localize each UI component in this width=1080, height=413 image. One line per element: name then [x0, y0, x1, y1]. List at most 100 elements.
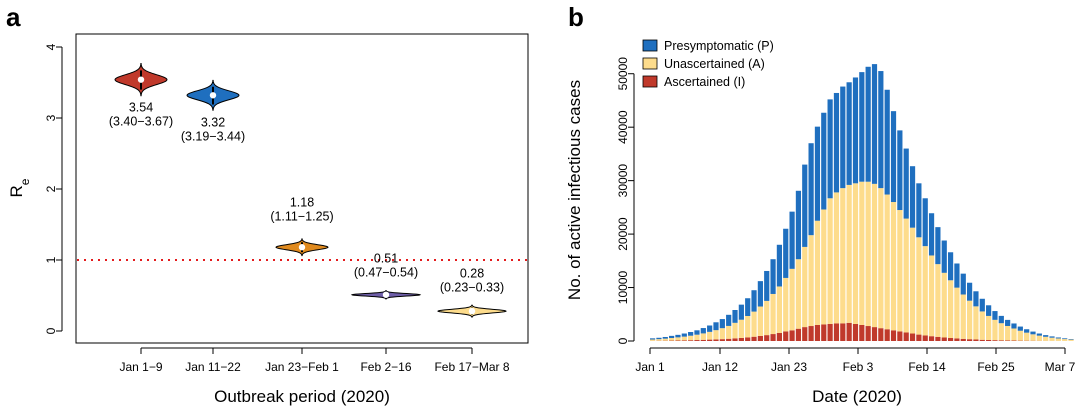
bar-segment: [1043, 336, 1049, 341]
bar-segment: [992, 319, 998, 341]
bar-segment: [871, 64, 878, 184]
bar-segment: [656, 339, 662, 341]
panel-a-y-axis-title: Re: [7, 178, 32, 197]
bar-segment: [960, 338, 966, 341]
bar-segment: [719, 319, 725, 329]
bar-segment: [884, 89, 890, 195]
panel-b-x-axis-title: Date (2020): [812, 387, 902, 406]
bar-segment: [726, 325, 732, 339]
legend: Presymptomatic (P) Unascertained (A) Ascer…: [642, 39, 774, 89]
bar-segment: [922, 335, 928, 341]
bar-segment: [669, 338, 675, 341]
bar-segment: [738, 337, 744, 341]
bar-segment: [1049, 337, 1055, 341]
violin-interval-label: (0.47−0.54): [354, 266, 418, 280]
panel-a-y-axis: 0 1 2 3 4: [44, 43, 63, 334]
bar-segment: [1068, 339, 1074, 340]
bar-segment: [726, 338, 732, 341]
bar-segment: [814, 324, 821, 341]
panel-b-y-axis: 0 10000 20000 30000 40000 50000: [616, 57, 635, 344]
bar-segment: [700, 328, 706, 334]
bar-segment: [745, 315, 751, 338]
bar-segment: [859, 72, 865, 182]
bar-segment: [783, 331, 789, 341]
bar-segment: [954, 287, 960, 339]
bar-segment: [986, 315, 992, 340]
bar-segment: [694, 330, 700, 335]
bar-segment: [871, 183, 878, 328]
bar-segment: [713, 330, 719, 340]
bar-segment: [821, 112, 827, 210]
bar-segment: [719, 328, 725, 340]
bar-segment: [732, 322, 738, 339]
bar-segment: [998, 323, 1004, 341]
bar-segment: [960, 294, 966, 339]
violin-median-label: 0.28: [460, 267, 484, 281]
bar-segment: [802, 164, 808, 247]
bar-segment: [751, 311, 757, 337]
x-tick-label: Jan 23−Feb 1: [265, 360, 339, 374]
bar-segment: [700, 333, 706, 340]
bar-segment: [776, 244, 782, 287]
bar-segment: [878, 188, 884, 329]
bar-segment: [675, 334, 681, 338]
bar-segment: [783, 277, 789, 332]
bar-segment: [840, 188, 846, 324]
bar-segment: [897, 331, 903, 341]
bar-segment: [833, 323, 840, 341]
bar-segment: [884, 329, 890, 341]
bar-segment: [802, 246, 808, 328]
bar-segment: [656, 337, 662, 340]
bar-segment: [738, 304, 744, 320]
bar-segment: [954, 338, 960, 341]
y-tick-label: 4: [44, 43, 58, 50]
bar-segment: [998, 315, 1004, 324]
bar-segment: [821, 324, 827, 341]
y-tick-label: 50000: [616, 57, 630, 91]
bar-segment: [681, 340, 687, 341]
bar-segment: [814, 220, 821, 325]
bar-segment: [871, 327, 878, 341]
x-tick-label: Jan 23: [771, 360, 807, 374]
bar-segment: [846, 322, 852, 341]
bar-segment: [1024, 329, 1030, 333]
bar-segment: [732, 338, 738, 341]
bar-segment: [783, 228, 789, 278]
panel-a-x-axis: Jan 1−9 Jan 11−22 Jan 23−Feb 1 Feb 2−16 Feb …: [119, 347, 510, 374]
bar-segment: [1055, 337, 1061, 339]
y-tick-label: 20000: [616, 217, 630, 251]
bar-segment: [688, 340, 694, 341]
bar-segment: [986, 305, 992, 316]
bar-segment: [992, 340, 998, 341]
bar-segment: [1055, 338, 1061, 341]
bar-segment: [707, 339, 713, 341]
bar-segment: [833, 192, 840, 324]
bar-segment: [916, 183, 922, 238]
panel-b-y-axis-title: No. of active infectious cases: [565, 80, 584, 300]
legend-label: Unascertained (A): [664, 57, 765, 71]
bar-segment: [890, 202, 897, 331]
bar-segment: [707, 325, 713, 332]
x-tick-label: Jan 11−22: [185, 360, 241, 374]
bar-segment: [719, 339, 725, 341]
bar-segment: [865, 326, 871, 341]
y-tick-label: 0: [44, 327, 58, 334]
bar-segment: [859, 181, 865, 325]
x-tick-label: Feb 17−Mar 8: [434, 360, 509, 374]
bar-segment: [795, 328, 802, 341]
bar-segment: [694, 340, 700, 341]
bar-segment: [808, 326, 814, 341]
bar-segment: [973, 339, 979, 341]
bar-segment: [662, 336, 668, 339]
bar-segment: [675, 337, 681, 341]
bar-segment: [922, 246, 928, 336]
bar-segment: [802, 327, 808, 341]
bar-segment: [1030, 331, 1036, 335]
bar-segment: [776, 332, 782, 341]
bar-segment: [890, 111, 897, 203]
bar-segment: [751, 336, 757, 341]
bar-segment: [916, 334, 922, 341]
bar-segment: [770, 259, 776, 294]
bar-segment: [745, 298, 751, 316]
x-tick-label: Feb 2−16: [360, 360, 411, 374]
